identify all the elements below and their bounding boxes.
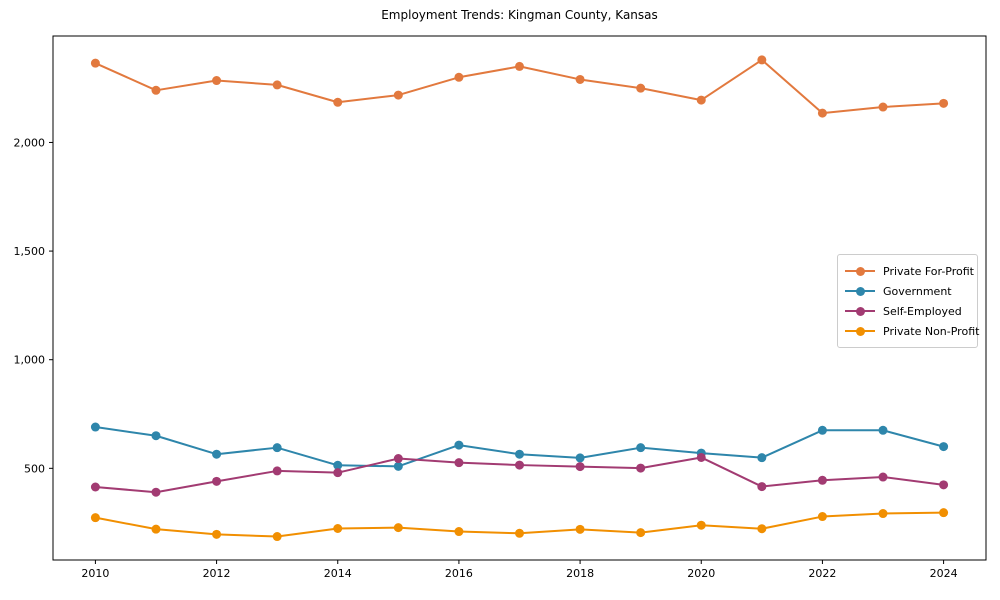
x-tick-label: 2016 bbox=[445, 567, 473, 580]
self-employed-point-2016 bbox=[454, 458, 464, 468]
x-tick-label: 2020 bbox=[687, 567, 715, 580]
y-tick-label: 1,000 bbox=[14, 354, 46, 367]
axes-frame bbox=[52, 35, 987, 561]
self-employed-point-2018 bbox=[575, 462, 585, 472]
x-tick-label: 2018 bbox=[566, 567, 594, 580]
private-for-profit-legend-marker-icon bbox=[845, 266, 875, 276]
private-non-profit-point-2020 bbox=[696, 520, 706, 530]
self-employed-point-2013 bbox=[272, 466, 282, 476]
legend-label: Self-Employed bbox=[883, 304, 962, 318]
private-for-profit-point-2024 bbox=[939, 98, 949, 108]
self-employed-point-2012 bbox=[212, 476, 222, 486]
self-employed-point-2014 bbox=[333, 468, 343, 478]
self-employed-point-2023 bbox=[878, 472, 888, 482]
private-for-profit-point-2013 bbox=[272, 80, 282, 90]
private-non-profit-point-2019 bbox=[636, 528, 646, 538]
legend-item-private-for-profit: Private For-Profit bbox=[845, 261, 974, 281]
y-tick-label: 500 bbox=[24, 462, 45, 475]
private-for-profit-point-2017 bbox=[515, 61, 524, 71]
government-point-2017 bbox=[515, 449, 524, 459]
x-tick-label: 2012 bbox=[203, 567, 231, 580]
self-employed-point-2020 bbox=[696, 452, 706, 462]
private-for-profit-point-2022 bbox=[817, 108, 827, 118]
private-non-profit-point-2013 bbox=[272, 532, 282, 542]
x-tick-label: 2024 bbox=[930, 567, 958, 580]
private-non-profit-point-2017 bbox=[515, 528, 524, 538]
self-employed-point-2015 bbox=[393, 454, 403, 464]
private-for-profit-point-2019 bbox=[636, 83, 646, 93]
legend-item-self-employed: Self-Employed bbox=[845, 301, 969, 321]
private-non-profit-legend-marker-icon bbox=[845, 326, 875, 336]
government-point-2024 bbox=[939, 442, 949, 452]
private-for-profit-point-2023 bbox=[878, 102, 888, 112]
private-for-profit-point-2016 bbox=[454, 72, 464, 82]
self-employed-point-2017 bbox=[515, 460, 524, 470]
legend-label: Private For-Profit bbox=[883, 264, 974, 278]
private-non-profit-point-2011 bbox=[151, 524, 161, 534]
legend-item-government: Government bbox=[845, 281, 969, 301]
private-non-profit-point-2014 bbox=[333, 523, 343, 533]
x-tick-label: 2022 bbox=[808, 567, 836, 580]
government-point-2016 bbox=[454, 440, 464, 450]
government-point-2021 bbox=[757, 453, 767, 463]
government-line bbox=[94, 426, 945, 468]
private-non-profit-point-2021 bbox=[757, 524, 767, 534]
private-non-profit-point-2012 bbox=[212, 529, 222, 539]
legend-label: Private Non-Profit bbox=[883, 324, 980, 338]
chart-title: Employment Trends: Kingman County, Kansa… bbox=[381, 8, 658, 22]
government-point-2012 bbox=[212, 449, 222, 459]
self-employed-legend-marker-icon bbox=[845, 306, 875, 316]
self-employed-point-2024 bbox=[939, 480, 949, 490]
self-employed-point-2021 bbox=[757, 482, 767, 492]
legend: Private For-Profit Government Self-Employe… bbox=[837, 254, 979, 348]
self-employed-point-2011 bbox=[151, 487, 161, 497]
y-tick-label: 2,000 bbox=[14, 136, 46, 149]
legend-label: Government bbox=[883, 284, 952, 298]
government-point-2011 bbox=[151, 431, 161, 441]
private-non-profit-point-2015 bbox=[393, 523, 403, 533]
government-point-2010 bbox=[90, 422, 100, 432]
private-non-profit-point-2022 bbox=[817, 512, 827, 522]
x-tick-label: 2014 bbox=[324, 567, 352, 580]
private-non-profit-point-2024 bbox=[939, 508, 949, 518]
private-for-profit-point-2014 bbox=[333, 97, 343, 107]
government-point-2018 bbox=[575, 453, 585, 463]
x-tick-label: 2010 bbox=[81, 567, 109, 580]
government-point-2023 bbox=[878, 425, 888, 435]
private-non-profit-point-2016 bbox=[454, 527, 464, 537]
private-for-profit-point-2021 bbox=[757, 55, 767, 65]
private-non-profit-point-2018 bbox=[575, 524, 585, 534]
private-non-profit-point-2023 bbox=[878, 509, 888, 519]
self-employed-point-2019 bbox=[636, 463, 646, 473]
private-for-profit-point-2012 bbox=[212, 76, 222, 86]
private-for-profit-point-2015 bbox=[393, 90, 403, 100]
private-for-profit-point-2010 bbox=[90, 58, 100, 68]
self-employed-point-2022 bbox=[817, 475, 827, 485]
self-employed-point-2010 bbox=[90, 482, 100, 492]
government-point-2014 bbox=[333, 460, 343, 470]
government-point-2015 bbox=[393, 461, 403, 471]
y-tick-label: 1,500 bbox=[14, 245, 46, 258]
government-point-2019 bbox=[636, 443, 646, 453]
government-legend-marker-icon bbox=[845, 286, 875, 296]
government-point-2022 bbox=[817, 425, 827, 435]
private-for-profit-point-2018 bbox=[575, 74, 585, 84]
legend-item-private-non-profit: Private Non-Profit bbox=[845, 321, 979, 341]
private-for-profit-point-2020 bbox=[696, 95, 706, 105]
private-non-profit-point-2010 bbox=[90, 513, 100, 523]
private-for-profit-point-2011 bbox=[151, 85, 161, 95]
government-point-2013 bbox=[272, 443, 282, 453]
